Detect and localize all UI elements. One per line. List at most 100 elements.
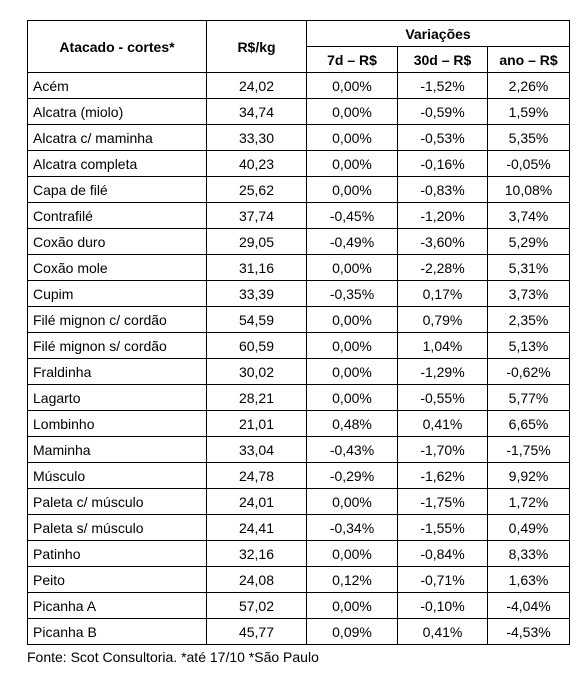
- table-body: Acém 24,02 0,00% -1,52% 2,26% Alcatra (miolo)…: [27, 72, 571, 645]
- cell-30d: -1,75%: [397, 488, 488, 515]
- cell-price: 24,02: [206, 72, 307, 99]
- cell-30d: -0,83%: [397, 176, 488, 203]
- table-row: Coxão mole 31,16 0,00% -2,28% 5,31%: [27, 254, 571, 281]
- table-row: Lombinho 21,01 0,48% 0,41% 6,65%: [27, 410, 571, 437]
- cell-7d: -0,29%: [306, 462, 398, 489]
- cell-7d: -0,49%: [306, 228, 398, 255]
- cell-cut: Cupim: [27, 280, 207, 307]
- table-row: Coxão duro 29,05 -0,49% -3,60% 5,29%: [27, 228, 571, 255]
- table-row: Picanha B 45,77 0,09% 0,41% -4,53%: [27, 618, 571, 645]
- cell-7d: 0,00%: [306, 176, 398, 203]
- cell-7d: 0,00%: [306, 98, 398, 125]
- cell-price: 24,08: [206, 566, 307, 593]
- cell-cut: Contrafilé: [27, 202, 207, 229]
- cell-cut: Filé mignon c/ cordão: [27, 306, 207, 333]
- cell-price: 29,05: [206, 228, 307, 255]
- cell-cut: Coxão mole: [27, 254, 207, 281]
- cell-year: 8,33%: [486, 540, 571, 567]
- cell-cut: Maminha: [27, 436, 207, 463]
- cell-cut: Coxão duro: [27, 228, 207, 255]
- wholesale-cuts-table: Atacado - cortes* R$/kg Variações 7d – R…: [27, 20, 571, 645]
- cell-30d: -0,59%: [397, 98, 488, 125]
- table-row: Paleta c/ músculo 24,01 0,00% -1,75% 1,72%: [27, 488, 571, 515]
- cell-cut: Alcatra (miolo): [27, 98, 207, 125]
- cell-7d: 0,00%: [306, 488, 398, 515]
- table-row: Peito 24,08 0,12% -0,71% 1,63%: [27, 566, 571, 593]
- cell-7d: 0,48%: [306, 410, 398, 437]
- cell-cut: Alcatra completa: [27, 150, 207, 177]
- table-row: Lagarto 28,21 0,00% -0,55% 5,77%: [27, 384, 571, 411]
- cell-30d: -2,28%: [397, 254, 488, 281]
- cell-price: 33,39: [206, 280, 307, 307]
- header-7d: 7d – R$: [306, 46, 398, 73]
- cell-cut: Paleta c/ músculo: [27, 488, 207, 515]
- table-row: Alcatra c/ maminha 33,30 0,00% -0,53% 5,35%: [27, 124, 571, 151]
- cell-year: -0,05%: [486, 150, 571, 177]
- cell-year: 0,49%: [486, 514, 571, 541]
- cell-price: 25,62: [206, 176, 307, 203]
- cell-7d: 0,09%: [306, 618, 398, 645]
- cell-cut: Lombinho: [27, 410, 207, 437]
- cell-price: 28,21: [206, 384, 307, 411]
- cell-7d: 0,00%: [306, 306, 398, 333]
- cell-year: 2,35%: [486, 306, 571, 333]
- cell-7d: 0,00%: [306, 540, 398, 567]
- table-row: Acém 24,02 0,00% -1,52% 2,26%: [27, 72, 571, 99]
- cell-cut: Paleta s/ músculo: [27, 514, 207, 541]
- cell-price: 45,77: [206, 618, 307, 645]
- cell-year: 5,13%: [486, 332, 571, 359]
- table-row: Alcatra completa 40,23 0,00% -0,16% -0,05%: [27, 150, 571, 177]
- cell-price: 24,01: [206, 488, 307, 515]
- table-header: Atacado - cortes* R$/kg Variações 7d – R…: [27, 20, 571, 73]
- cell-30d: -0,16%: [397, 150, 488, 177]
- cell-30d: -1,29%: [397, 358, 488, 385]
- cell-year: 3,73%: [486, 280, 571, 307]
- cell-price: 54,59: [206, 306, 307, 333]
- cell-30d: -1,20%: [397, 202, 488, 229]
- cell-cut: Fraldinha: [27, 358, 207, 385]
- cell-7d: 0,00%: [306, 254, 398, 281]
- cell-30d: -0,84%: [397, 540, 488, 567]
- cell-7d: -0,45%: [306, 202, 398, 229]
- table-row: Músculo 24,78 -0,29% -1,62% 9,92%: [27, 462, 571, 489]
- cell-cut: Alcatra c/ maminha: [27, 124, 207, 151]
- cell-cut: Peito: [27, 566, 207, 593]
- cell-30d: 0,41%: [397, 618, 488, 645]
- cell-price: 33,30: [206, 124, 307, 151]
- cell-cut: Patinho: [27, 540, 207, 567]
- table-row: Fraldinha 30,02 0,00% -1,29% -0,62%: [27, 358, 571, 385]
- cell-7d: -0,34%: [306, 514, 398, 541]
- header-cut: Atacado - cortes*: [27, 20, 207, 73]
- table-row: Capa de filé 25,62 0,00% -0,83% 10,08%: [27, 176, 571, 203]
- cell-30d: -1,62%: [397, 462, 488, 489]
- cell-7d: -0,35%: [306, 280, 398, 307]
- cell-7d: 0,00%: [306, 592, 398, 619]
- cell-30d: -1,52%: [397, 72, 488, 99]
- cell-cut: Músculo: [27, 462, 207, 489]
- cell-year: 5,77%: [486, 384, 571, 411]
- cell-year: 2,26%: [486, 72, 571, 99]
- cell-30d: -3,60%: [397, 228, 488, 255]
- cell-cut: Lagarto: [27, 384, 207, 411]
- cell-year: 1,59%: [486, 98, 571, 125]
- cell-7d: 0,00%: [306, 150, 398, 177]
- cell-price: 60,59: [206, 332, 307, 359]
- cell-year: 6,65%: [486, 410, 571, 437]
- cell-year: 1,63%: [486, 566, 571, 593]
- cell-30d: -1,55%: [397, 514, 488, 541]
- cell-year: -4,53%: [486, 618, 571, 645]
- cell-cut: Picanha A: [27, 592, 207, 619]
- header-price: R$/kg: [206, 20, 307, 73]
- cell-price: 40,23: [206, 150, 307, 177]
- cell-cut: Capa de filé: [27, 176, 207, 203]
- cell-cut: Picanha B: [27, 618, 207, 645]
- cell-7d: 0,00%: [306, 384, 398, 411]
- cell-year: -0,62%: [486, 358, 571, 385]
- header-30d: 30d – R$: [397, 46, 488, 73]
- cell-year: 5,35%: [486, 124, 571, 151]
- cell-price: 32,16: [206, 540, 307, 567]
- cell-30d: 1,04%: [397, 332, 488, 359]
- source-note: Fonte: Scot Consultoria. *até 17/10 *São…: [27, 649, 319, 665]
- cell-7d: 0,00%: [306, 124, 398, 151]
- cell-price: 34,74: [206, 98, 307, 125]
